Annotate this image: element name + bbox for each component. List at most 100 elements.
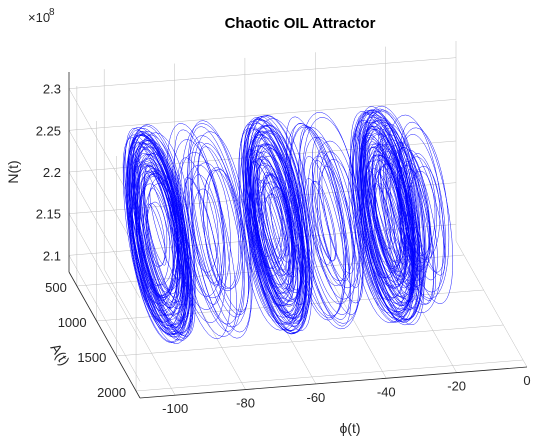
grid-line	[136, 359, 524, 392]
orbit-path	[311, 180, 337, 262]
orbit-path	[191, 141, 245, 318]
orbit-path	[249, 143, 299, 307]
grid-line	[68, 99, 457, 131]
orbit-path	[368, 147, 413, 285]
grid-line	[315, 252, 387, 379]
orbit-path	[355, 116, 415, 316]
orbit-path	[257, 156, 301, 294]
attractor-lobe	[285, 111, 364, 330]
orbit-path	[137, 163, 180, 306]
orbit-path	[350, 111, 414, 322]
orbit-path	[180, 123, 246, 337]
orbit-path	[368, 143, 413, 289]
orbit-path	[364, 143, 410, 289]
attractor-lobe	[122, 124, 196, 344]
orbit-path	[398, 121, 454, 304]
orbit-path	[352, 110, 417, 323]
orbit-path	[177, 157, 222, 305]
orbit-path	[404, 169, 432, 259]
x-tick-label: -40	[377, 384, 396, 399]
orbit-path	[125, 135, 185, 334]
orbit-path	[270, 186, 294, 263]
orbit-path	[253, 155, 297, 295]
orbit-path	[242, 126, 304, 325]
orbit-path	[352, 112, 415, 321]
orbit-path	[187, 162, 231, 299]
orbit-path	[206, 169, 243, 289]
orbit-path	[303, 137, 353, 305]
orbit-path	[239, 127, 298, 324]
orbit-path	[285, 116, 352, 327]
orbit-path	[246, 115, 313, 334]
orbit-path	[288, 125, 346, 319]
orbit-path	[246, 144, 295, 306]
z-axis-label: N(t)	[5, 160, 21, 183]
orbit-path	[408, 166, 441, 261]
orbit-path	[129, 146, 184, 323]
attractor-trajectory	[122, 105, 454, 344]
x-tick-label: -60	[307, 390, 326, 405]
orbit-path	[304, 178, 332, 265]
orbit-path	[203, 167, 242, 292]
grid-line	[68, 57, 457, 89]
exponent-label: ×10 8	[28, 7, 55, 25]
orbit-path	[255, 165, 292, 285]
orbit-path	[190, 174, 225, 287]
exponent-power: 8	[49, 7, 55, 18]
grid-line	[68, 255, 141, 382]
attractor-lobe	[377, 114, 454, 314]
orbit-path	[406, 170, 436, 256]
orbit-path	[364, 136, 415, 295]
orbit-path	[138, 146, 191, 322]
orbit-path	[363, 122, 421, 310]
z-tick-label: 2.1	[43, 248, 61, 263]
y-tick-label: 500	[45, 280, 67, 295]
x-axis-line	[139, 366, 528, 399]
orbit-path	[184, 176, 221, 285]
orbit-path	[126, 133, 187, 336]
grid-line	[244, 257, 317, 385]
orbit-path	[131, 139, 188, 329]
y-tick-label: 1500	[77, 350, 106, 365]
x-axis-label: ϕ(t)	[339, 420, 360, 436]
orbit-path	[285, 123, 344, 321]
orbit-path	[317, 152, 361, 288]
orbit-path	[363, 154, 402, 279]
orbit-path	[388, 176, 417, 253]
y-axis-line	[68, 271, 141, 399]
orbit-path	[321, 166, 355, 274]
orbit-path	[246, 129, 307, 321]
grid-lines	[68, 41, 528, 396]
orbit-path	[130, 160, 177, 309]
orbit-path	[184, 178, 218, 284]
orbit-path	[379, 123, 435, 306]
orbit-path	[370, 183, 391, 250]
grid-line	[103, 269, 176, 396]
z-tick-label: 2.25	[36, 123, 61, 138]
orbit-path	[258, 191, 282, 259]
x-tick-label: -80	[236, 396, 255, 411]
orbit-path	[386, 168, 419, 262]
orbit-path	[289, 126, 346, 317]
x-tick-label: -100	[162, 401, 188, 416]
orbit-path	[250, 125, 310, 325]
orbit-path	[239, 120, 304, 331]
orbit-path	[382, 127, 436, 301]
orbit-path	[129, 127, 193, 341]
orbit-path	[146, 203, 166, 266]
orbit-path	[133, 140, 189, 329]
orbit-path	[247, 118, 312, 331]
orbit-path	[268, 193, 290, 257]
exponent-base: ×10	[28, 10, 50, 25]
orbit-path	[386, 141, 430, 287]
orbit-path	[245, 137, 299, 314]
orbit-path	[256, 147, 303, 302]
z-tick-label: 2.2	[43, 165, 61, 180]
orbit-path	[384, 157, 424, 273]
orbit-path	[171, 139, 227, 323]
grid-line	[116, 324, 504, 357]
orbit-path	[301, 117, 364, 324]
chart-title: Chaotic OIL Attractor	[225, 15, 376, 32]
orbit-path	[399, 164, 429, 263]
